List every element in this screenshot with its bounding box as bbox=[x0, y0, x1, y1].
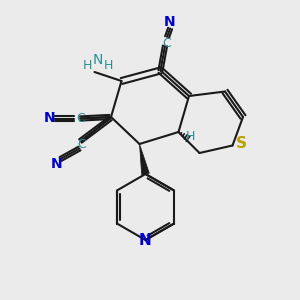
Text: N: N bbox=[139, 233, 152, 248]
Text: N: N bbox=[92, 53, 103, 67]
Text: H: H bbox=[186, 130, 195, 143]
Text: H: H bbox=[103, 59, 113, 72]
Text: N: N bbox=[164, 16, 175, 29]
Text: N: N bbox=[51, 157, 63, 170]
Text: C: C bbox=[77, 137, 86, 151]
Text: S: S bbox=[236, 136, 246, 152]
Text: C: C bbox=[76, 112, 85, 125]
Polygon shape bbox=[140, 144, 149, 175]
Text: C: C bbox=[162, 37, 171, 50]
Text: H: H bbox=[82, 59, 92, 72]
Text: N: N bbox=[44, 112, 55, 125]
